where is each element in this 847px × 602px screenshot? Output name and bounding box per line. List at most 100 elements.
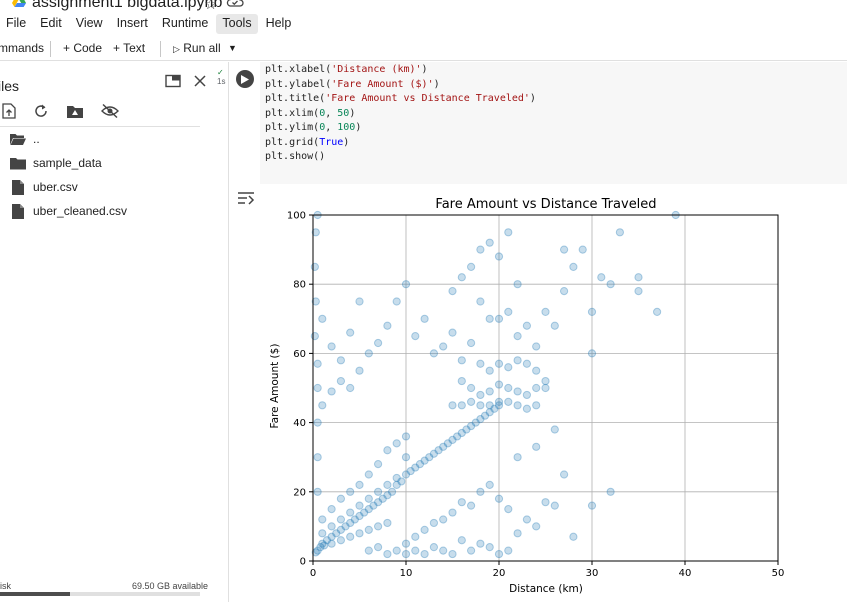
data-point bbox=[634, 273, 643, 282]
data-point bbox=[467, 338, 476, 348]
data-point bbox=[476, 359, 485, 368]
file-tree-file-uber-cleaned-csv[interactable]: uber_cleaned.csv bbox=[10, 201, 127, 221]
disk-label: isk bbox=[0, 581, 11, 591]
sidebar-resize-handle[interactable] bbox=[228, 62, 229, 602]
data-point bbox=[401, 453, 411, 462]
code-token: ) bbox=[529, 93, 536, 104]
open-in-tab-icon[interactable] bbox=[165, 74, 181, 93]
visibility-off-icon[interactable] bbox=[101, 103, 119, 124]
folder-icon bbox=[10, 157, 26, 169]
data-point bbox=[541, 376, 550, 386]
add-text-button[interactable]: + Text bbox=[113, 41, 146, 55]
output-chart: Fare Amount vs Distance Traveled Distanc… bbox=[262, 188, 847, 602]
data-point bbox=[322, 536, 332, 545]
run-all-button[interactable]: ▷ Run all bbox=[173, 41, 221, 55]
mount-drive-icon[interactable] bbox=[66, 103, 84, 124]
data-point bbox=[336, 356, 346, 365]
data-point bbox=[476, 297, 485, 306]
data-point bbox=[346, 328, 355, 337]
upload-file-icon[interactable] bbox=[2, 103, 16, 124]
data-point bbox=[560, 470, 569, 479]
code-token: 'Distance (km)' bbox=[331, 64, 422, 75]
cell-execution-status: ✓ 1s bbox=[217, 68, 225, 86]
data-point bbox=[485, 366, 494, 375]
output-actions-icon[interactable] bbox=[237, 191, 255, 210]
data-point bbox=[341, 522, 350, 531]
code-token: plt.ylim( bbox=[265, 122, 320, 133]
menu-tools[interactable]: Tools bbox=[216, 14, 258, 34]
run-all-label: Run all bbox=[183, 41, 221, 55]
star-icon[interactable]: ☆ bbox=[204, 0, 218, 13]
data-point bbox=[494, 494, 504, 503]
file-tree-file-uber-csv[interactable]: uber.csv bbox=[10, 177, 78, 197]
data-point bbox=[311, 548, 320, 557]
data-point bbox=[411, 532, 420, 541]
data-point bbox=[457, 536, 466, 545]
sidebar-title: iles bbox=[0, 78, 20, 94]
data-point bbox=[485, 480, 494, 489]
commands-button[interactable]: mmands bbox=[0, 41, 45, 55]
data-point bbox=[364, 505, 373, 514]
data-point bbox=[336, 494, 346, 503]
code-token: ) bbox=[433, 78, 440, 90]
code-line: plt.grid(True) bbox=[265, 136, 842, 151]
data-point bbox=[513, 401, 522, 410]
data-point bbox=[392, 297, 401, 306]
data-point bbox=[494, 401, 504, 410]
data-point bbox=[457, 356, 466, 365]
code-token: True bbox=[319, 136, 344, 148]
refresh-icon[interactable] bbox=[33, 103, 49, 124]
file-tree-parent[interactable]: .. bbox=[10, 129, 40, 149]
file-tree-folder-sample-data[interactable]: sample_data bbox=[10, 153, 102, 173]
data-point bbox=[578, 245, 587, 254]
data-point bbox=[522, 390, 531, 400]
data-point bbox=[587, 349, 597, 358]
data-point bbox=[313, 546, 322, 555]
data-point bbox=[415, 460, 425, 469]
data-point bbox=[467, 421, 476, 431]
code-token: 100 bbox=[337, 122, 356, 133]
data-point bbox=[485, 408, 494, 417]
data-point bbox=[513, 280, 522, 289]
file-icon bbox=[12, 203, 24, 219]
menu-runtime[interactable]: Runtime bbox=[161, 16, 209, 30]
code-token: 0 bbox=[319, 107, 326, 119]
code-token: 50 bbox=[337, 107, 350, 119]
cloud-saved-icon[interactable] bbox=[226, 0, 244, 12]
data-point bbox=[439, 546, 448, 555]
data-point bbox=[550, 321, 559, 330]
data-point bbox=[313, 418, 322, 427]
google-drive-icon bbox=[12, 0, 26, 8]
data-point bbox=[313, 383, 322, 393]
data-point bbox=[560, 287, 569, 296]
data-point bbox=[467, 262, 476, 272]
data-point bbox=[332, 529, 341, 538]
disk-available: 69.50 GB available bbox=[132, 581, 209, 591]
menu-insert[interactable]: Insert bbox=[116, 16, 148, 30]
notebook-toolbar: mmands + Code + Text ▷ Run all ▼ bbox=[0, 37, 847, 61]
chevron-down-icon[interactable]: ▼ bbox=[228, 43, 237, 53]
code-editor[interactable]: plt.xlabel('Distance (km)') plt.ylabel('F… bbox=[260, 62, 847, 184]
data-point bbox=[606, 280, 615, 289]
plot-frame bbox=[312, 214, 779, 562]
data-point bbox=[457, 401, 466, 410]
data-point bbox=[310, 332, 319, 341]
x-tick-label: 0 bbox=[310, 568, 316, 579]
menu-edit[interactable]: Edit bbox=[40, 16, 62, 30]
data-point bbox=[453, 432, 462, 441]
add-code-button[interactable]: + Code bbox=[63, 41, 103, 55]
y-tick-label: 100 bbox=[287, 211, 306, 222]
data-point bbox=[364, 494, 373, 503]
data-points bbox=[310, 210, 680, 559]
data-point bbox=[320, 541, 329, 550]
notebook-title[interactable]: assignment1 bigdata.ipynb bbox=[32, 0, 223, 11]
menu-file[interactable]: File bbox=[6, 16, 27, 30]
run-cell-button[interactable] bbox=[236, 70, 254, 88]
close-icon[interactable] bbox=[193, 74, 207, 93]
data-point bbox=[318, 529, 327, 538]
data-point bbox=[467, 501, 476, 510]
menu-view[interactable]: View bbox=[75, 16, 103, 30]
menu-help[interactable]: Help bbox=[265, 16, 292, 30]
data-point bbox=[411, 463, 420, 472]
code-token: 'Fare Amount ($)' bbox=[331, 78, 434, 90]
